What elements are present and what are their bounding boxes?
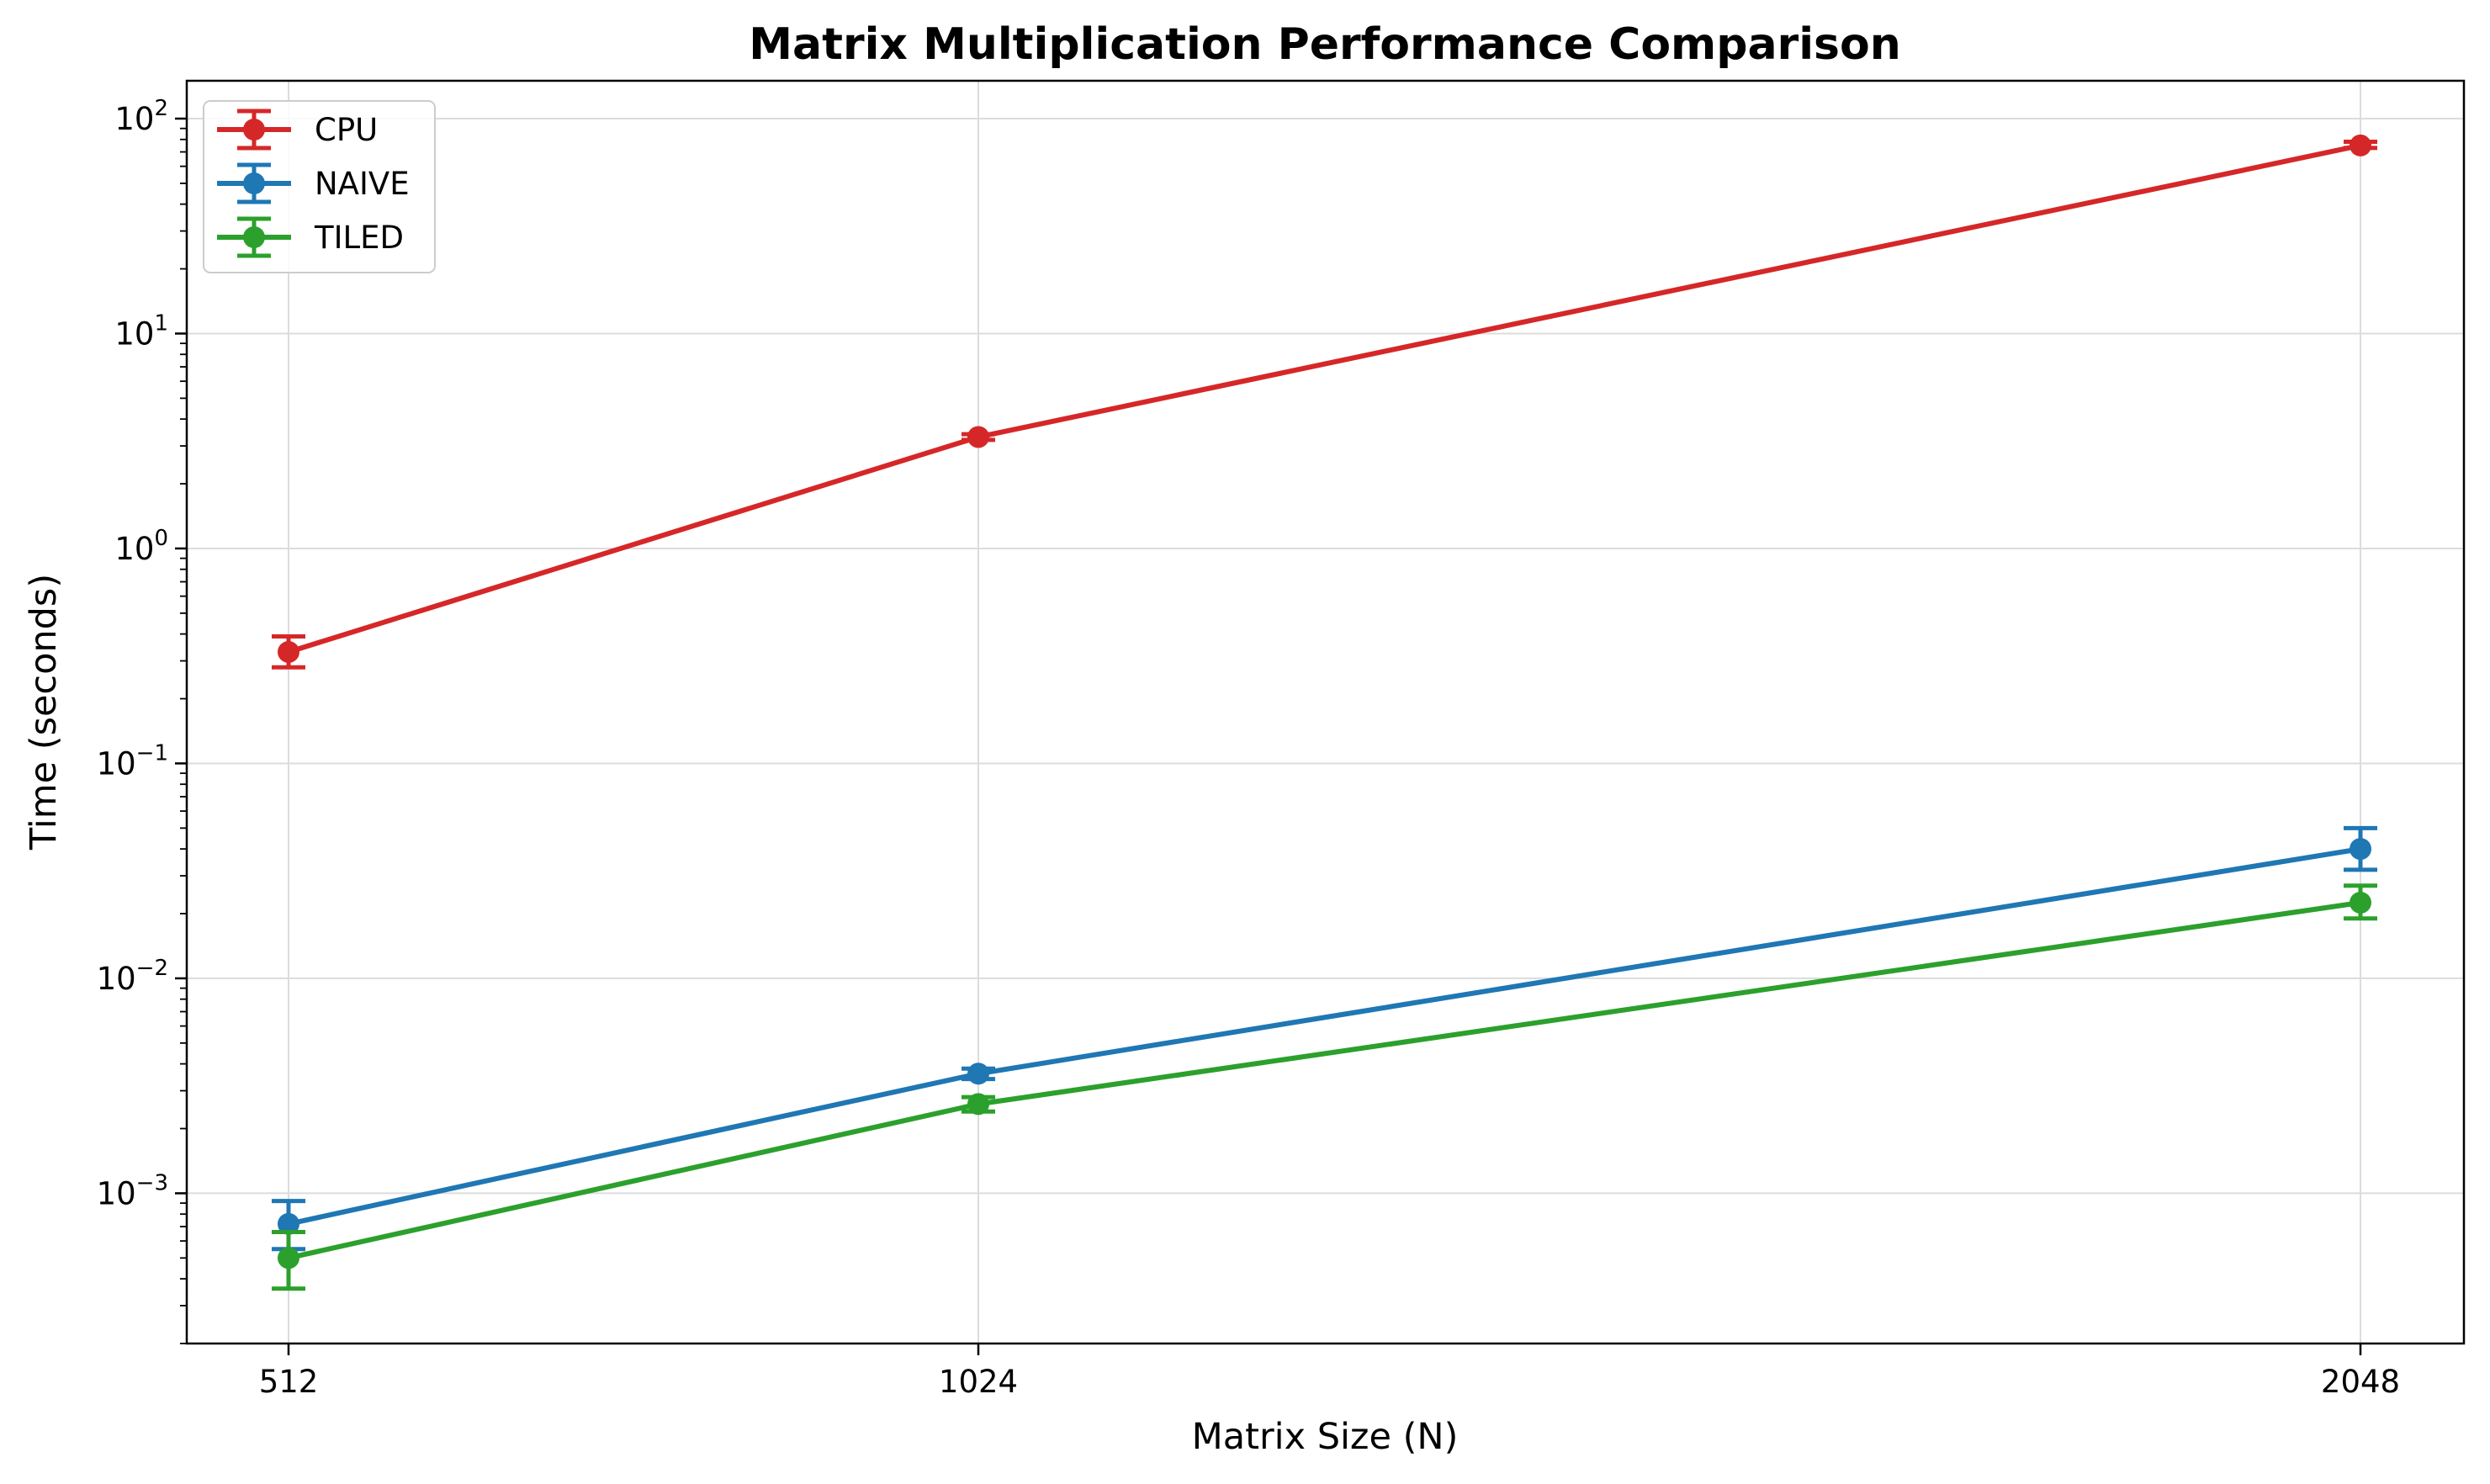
y-tick-label-base: 10 bbox=[114, 531, 154, 567]
series-tiled bbox=[272, 883, 2377, 1291]
data-point bbox=[2350, 134, 2371, 156]
series-cpu bbox=[272, 134, 2377, 670]
grid bbox=[187, 81, 2464, 1344]
legend-entry: CPU bbox=[217, 109, 378, 151]
y-tick-label: 101 bbox=[114, 310, 168, 352]
x-axis-label: Matrix Size (N) bbox=[1192, 1416, 1459, 1458]
legend-entry: NAIVE bbox=[217, 162, 410, 204]
y-tick-label-base: 10 bbox=[97, 745, 136, 782]
data-point bbox=[2350, 838, 2371, 861]
y-tick-label-exponent: −3 bbox=[136, 1170, 168, 1195]
legend-label: NAIVE bbox=[315, 166, 410, 202]
legend-marker bbox=[243, 119, 265, 140]
series-naive bbox=[272, 825, 2377, 1252]
data-point bbox=[2350, 891, 2371, 914]
y-tick-label-base: 10 bbox=[114, 101, 154, 137]
data-point bbox=[278, 1247, 299, 1269]
y-tick-label-exponent: 1 bbox=[154, 310, 168, 336]
legend-entry: TILED bbox=[217, 216, 404, 258]
plot-frame bbox=[185, 79, 2466, 1345]
x-tick-label: 1024 bbox=[939, 1364, 1018, 1400]
x-tick-label: 2048 bbox=[2321, 1364, 2400, 1400]
y-tick-label-base: 10 bbox=[114, 315, 154, 352]
data-point bbox=[967, 1093, 989, 1116]
y-tick-label-exponent: 0 bbox=[154, 526, 168, 551]
legend: CPU NAIVE TILED bbox=[203, 100, 436, 273]
legend-label: TILED bbox=[314, 220, 404, 256]
y-tick-label: 100 bbox=[114, 526, 168, 567]
legend-label: CPU bbox=[315, 112, 378, 148]
y-tick-label-exponent: −2 bbox=[136, 956, 168, 981]
y-tick-label: 102 bbox=[114, 96, 168, 137]
legend-marker bbox=[243, 226, 265, 248]
y-tick-label-exponent: 2 bbox=[154, 96, 168, 121]
data-point bbox=[278, 640, 299, 663]
x-tick-label: 512 bbox=[259, 1364, 319, 1400]
x-axis: 512 1024 2048 bbox=[259, 1344, 2400, 1400]
chart-title: Matrix Multiplication Performance Compar… bbox=[749, 19, 1900, 70]
y-tick-label: 10−1 bbox=[97, 740, 168, 782]
data-point bbox=[967, 426, 989, 448]
y-axis-label: Time (seconds) bbox=[23, 574, 65, 851]
y-tick-label-base: 10 bbox=[97, 961, 136, 997]
data-point bbox=[278, 1212, 299, 1235]
y-tick-label-exponent: −1 bbox=[136, 740, 168, 766]
legend-marker bbox=[243, 172, 265, 194]
y-tick-label: 10−2 bbox=[97, 956, 168, 997]
data-point bbox=[967, 1063, 989, 1085]
y-tick-label-base: 10 bbox=[97, 1175, 136, 1211]
series-layer bbox=[272, 134, 2377, 1291]
y-tick-label: 10−3 bbox=[97, 1170, 168, 1211]
